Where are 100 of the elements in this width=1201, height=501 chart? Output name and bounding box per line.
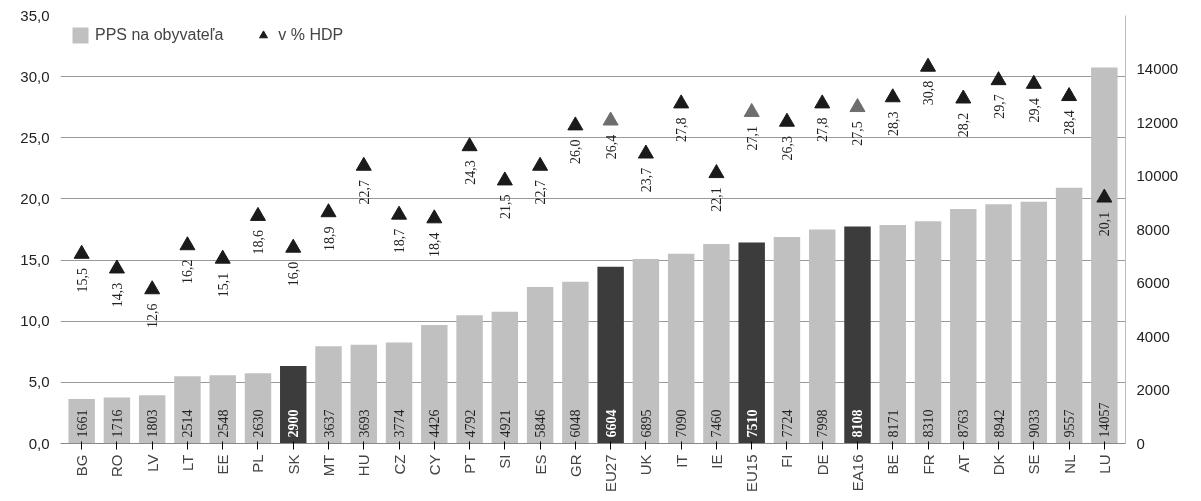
bar <box>1020 201 1048 444</box>
data-label: 1716 <box>109 409 125 438</box>
data-label: 27,5 <box>850 121 866 146</box>
data-label: 9557 <box>1062 409 1078 438</box>
data-label: 8108 <box>850 409 866 438</box>
bar <box>985 204 1012 444</box>
x-tick-label: DK <box>990 454 1008 476</box>
x-tick-label: GR <box>566 454 584 477</box>
x-tick-label: PL <box>249 454 267 473</box>
data-label: 20,1 <box>1097 211 1113 237</box>
data-label: 18,9 <box>321 226 337 251</box>
point <box>355 156 372 171</box>
y2-tick-label: 12000 <box>1136 113 1179 131</box>
data-label: 5846 <box>533 409 549 438</box>
point <box>496 171 513 186</box>
data-label: 7510 <box>744 409 760 438</box>
bar <box>209 375 236 444</box>
data-label: 2630 <box>250 409 266 438</box>
point <box>602 111 619 126</box>
y-tick-label: 0,0 <box>28 434 50 452</box>
data-label: 15,5 <box>74 267 90 293</box>
data-label: 6895 <box>638 409 654 438</box>
y2-tick-label: 6000 <box>1136 274 1170 291</box>
data-label: 4792 <box>462 409 478 438</box>
y-tick-label: 20,0 <box>20 189 50 207</box>
x-tick-label: CZ <box>390 454 408 475</box>
data-label: 28,4 <box>1062 110 1078 135</box>
data-label: 7724 <box>779 409 795 438</box>
point <box>884 88 901 103</box>
x-tick-label: EE <box>214 454 232 475</box>
data-label: 8942 <box>991 409 1007 438</box>
y-tick-label: 30,0 <box>20 67 50 85</box>
y2-tick-label: 0 <box>1136 434 1145 452</box>
data-label: 23,7 <box>638 167 654 193</box>
point <box>532 156 549 171</box>
bar <box>562 281 589 444</box>
data-label: 24,3 <box>462 160 478 185</box>
data-label: 8763 <box>956 409 972 438</box>
point <box>743 102 760 117</box>
data-label: 16,2 <box>180 259 196 284</box>
bar <box>174 376 201 444</box>
bar <box>914 221 942 444</box>
x-tick-label: MT <box>320 454 338 477</box>
x-tick-label: ES <box>531 454 549 475</box>
data-label: 2548 <box>215 409 231 438</box>
data-label: 26,3 <box>779 135 795 161</box>
point <box>920 57 937 72</box>
y-tick-label: 5,0 <box>28 373 50 391</box>
x-tick-label: BG <box>73 454 91 477</box>
data-label: 22,1 <box>709 187 725 212</box>
data-label: 29,4 <box>1026 97 1042 123</box>
data-label: 27,8 <box>815 117 831 143</box>
x-tick-label: EU15 <box>743 454 761 493</box>
y2-tick-label: 4000 <box>1136 327 1170 345</box>
point <box>778 112 795 127</box>
data-label: 7460 <box>709 409 725 438</box>
bar <box>1055 187 1083 444</box>
x-tick-label: SK <box>284 454 302 475</box>
bar <box>385 342 413 444</box>
y2-tick-label: 14000 <box>1136 60 1179 77</box>
data-label: 18,7 <box>392 228 408 254</box>
point <box>73 244 90 259</box>
data-label: 1661 <box>74 409 90 438</box>
bar <box>809 229 836 444</box>
data-label: 18,6 <box>250 230 266 255</box>
x-tick-label: EU27 <box>602 454 620 493</box>
point <box>144 280 161 295</box>
data-label: 12,6 <box>145 303 161 328</box>
y2-tick-label: 10000 <box>1136 167 1179 184</box>
data-label: 29,7 <box>991 94 1007 119</box>
bar <box>632 259 660 444</box>
data-label: 26,0 <box>568 139 584 165</box>
data-label: 27,8 <box>674 117 690 143</box>
x-tick-label: IT <box>672 454 690 468</box>
point <box>320 203 337 218</box>
data-label: 7090 <box>674 409 690 438</box>
x-tick-label: CY <box>425 454 443 476</box>
x-tick-label: NL <box>1060 454 1078 474</box>
data-label: 8171 <box>885 409 901 438</box>
point <box>285 238 302 253</box>
y2-tick-label: 2000 <box>1136 381 1170 398</box>
point <box>108 259 125 274</box>
data-label: 14057 <box>1097 402 1113 438</box>
bar <box>844 226 871 444</box>
point <box>849 98 866 113</box>
x-tick-label: LV <box>143 454 161 472</box>
data-label: 2900 <box>286 409 302 438</box>
data-label: 27,1 <box>744 126 760 151</box>
x-tick-label: PT <box>461 454 479 474</box>
bar <box>491 311 519 444</box>
point <box>1061 87 1078 102</box>
data-label: 3693 <box>356 409 372 438</box>
x-tick-label: SI <box>496 454 514 469</box>
point <box>391 205 408 220</box>
data-label: 3637 <box>321 409 337 438</box>
bar <box>315 346 342 444</box>
bar <box>421 325 448 444</box>
bar <box>456 315 483 444</box>
point <box>637 144 654 159</box>
data-label: 28,3 <box>885 111 901 136</box>
